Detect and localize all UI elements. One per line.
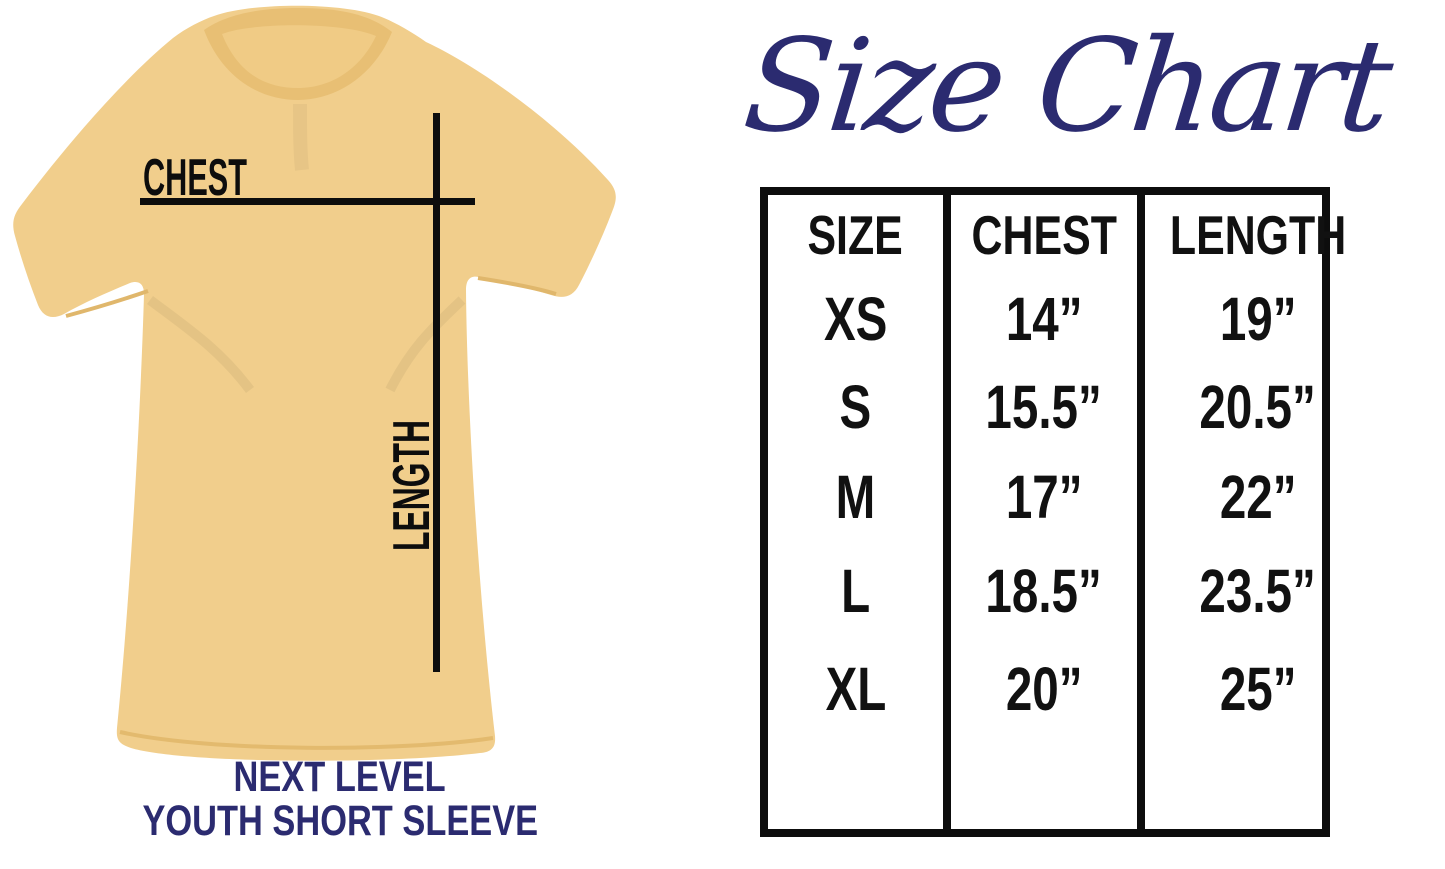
column-header-chest: CHEST [971, 204, 1117, 266]
fabric-crease [293, 103, 309, 171]
table-column-size: SIZE XS S M L XL [768, 195, 943, 829]
chest-label: CHEST [143, 149, 247, 207]
tshirt-body [13, 5, 616, 761]
tshirt-graphic: CHEST LENGTH [0, 0, 660, 765]
shirt-caption: NEXT LEVEL YOUTH SHORT SLEEVE [70, 753, 610, 845]
size-table: SIZE XS S M L XL CHEST 14” 15.5” 17” 18 [760, 187, 1346, 837]
table-cell: 20.5” [1199, 373, 1317, 441]
fabric-crease [385, 296, 466, 393]
table-cell: 22” [1219, 463, 1297, 531]
right-sleeve-hem [477, 276, 557, 296]
table-cell: 15.5” [985, 373, 1103, 441]
bottom-hem [119, 730, 494, 750]
table-cell: 17” [1005, 463, 1083, 531]
left-sleeve-hem [65, 289, 149, 318]
length-label: LENGTH [383, 420, 441, 551]
table-cell: S [839, 373, 872, 441]
fabric-crease [147, 295, 254, 394]
table-cell: 19” [1219, 285, 1297, 353]
table-cell: 23.5” [1199, 557, 1317, 625]
length-measure-line [433, 113, 440, 672]
table-cell: 25” [1219, 655, 1297, 723]
table-cell: 14” [1005, 285, 1083, 353]
caption-line-2: YOUTH SHORT SLEEVE [142, 796, 538, 845]
table-column-length: LENGTH 19” 20.5” 22” 23.5” 25” [1137, 195, 1371, 829]
table-cell: 20” [1005, 655, 1083, 723]
tshirt-illustration: CHEST LENGTH [13, 5, 616, 761]
chest-measure-line [140, 198, 475, 205]
table-cell: L [840, 557, 871, 625]
caption-line-1: NEXT LEVEL [233, 753, 447, 801]
tshirt-collar-inner [222, 25, 376, 88]
table-cell: 18.5” [985, 557, 1103, 625]
page-title: Size Chart [737, 11, 1396, 161]
column-header-size: SIZE [807, 204, 904, 266]
table-cell: M [835, 463, 876, 531]
table-cell: XL [825, 655, 886, 723]
table-cell: XS [823, 285, 888, 353]
table-column-chest: CHEST 14” 15.5” 17” 18.5” 20” [943, 195, 1137, 829]
column-header-length: LENGTH [1169, 204, 1347, 266]
